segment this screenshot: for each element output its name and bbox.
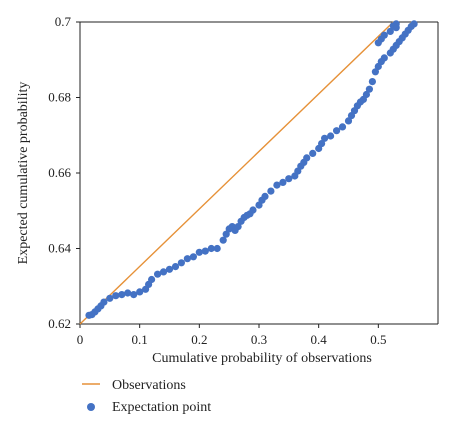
x-tick-label: 0.1 — [132, 332, 148, 347]
expectation-point — [327, 132, 335, 140]
expectation-point — [249, 206, 257, 214]
expectation-point — [171, 263, 180, 271]
expectation-point — [267, 187, 275, 195]
legend-label-observations: Observations — [112, 378, 186, 393]
legend-label-expectation-point: Expectation point — [112, 400, 211, 415]
legend-swatch-expectation-point — [87, 403, 95, 411]
plot-area — [79, 20, 418, 325]
x-tick-label: 0.2 — [191, 332, 207, 347]
expectation-point — [318, 140, 326, 148]
expectation-point — [106, 294, 114, 302]
expectation-point — [118, 291, 126, 299]
expectation-point — [213, 244, 221, 253]
expectation-point — [380, 54, 388, 62]
expectation-point — [124, 289, 132, 297]
expectation-point — [148, 275, 156, 284]
expectation-point — [112, 292, 120, 300]
expectation-point — [279, 178, 287, 186]
expectation-point — [189, 253, 197, 261]
expectation-point — [309, 149, 317, 157]
expectation-point — [368, 78, 376, 86]
expectation-point — [380, 31, 388, 39]
expectation-point — [386, 27, 394, 35]
y-ticks: 0.62 0.64 0.66 0.68 0.7 — [48, 14, 80, 331]
x-ticks: 0 0.1 0.2 0.3 0.4 0.5 — [77, 324, 386, 347]
expectation-point — [333, 127, 341, 135]
y-tick-label: 0.62 — [48, 316, 71, 331]
expectation-point — [344, 117, 353, 125]
x-tick-label: 0.3 — [251, 332, 267, 347]
x-tick-label: 0 — [77, 332, 84, 347]
y-tick-label: 0.7 — [55, 14, 72, 29]
expectation-point — [201, 247, 209, 255]
expectation-point — [362, 90, 370, 99]
expectation-point — [159, 268, 168, 276]
expectation-point — [100, 298, 108, 306]
expectation-point — [177, 259, 185, 267]
expectation-point — [234, 223, 242, 231]
expectation-point — [183, 255, 191, 263]
y-tick-label: 0.68 — [48, 90, 71, 105]
expectation-point — [165, 265, 174, 273]
expectation-point — [154, 270, 162, 278]
expectation-point — [273, 181, 281, 189]
legend: Observations Expectation point — [82, 378, 211, 415]
expectation-point — [303, 154, 311, 162]
x-tick-label: 0.4 — [311, 332, 328, 347]
x-axis-label: Cumulative probability of observations — [152, 351, 372, 366]
observations-line — [79, 21, 394, 325]
expectation-point — [338, 123, 347, 131]
expectation-point — [365, 85, 373, 93]
expectation-point — [130, 291, 138, 299]
y-tick-label: 0.64 — [48, 241, 71, 256]
expectation-point — [207, 244, 215, 253]
expectation-point — [392, 20, 400, 28]
expectation-point — [195, 248, 203, 256]
expectation-point — [136, 288, 144, 296]
expectation-point — [261, 192, 269, 200]
x-tick-label: 0.5 — [370, 332, 386, 347]
expectation-point — [321, 134, 329, 142]
expectation-point — [219, 236, 227, 244]
expectation-point — [410, 20, 418, 28]
y-tick-label: 0.66 — [48, 165, 71, 180]
expectation-point — [371, 68, 379, 76]
expectation-point — [285, 175, 293, 183]
expectation-point — [222, 230, 230, 238]
y-axis-label: Expected cumulative probability — [16, 82, 31, 265]
